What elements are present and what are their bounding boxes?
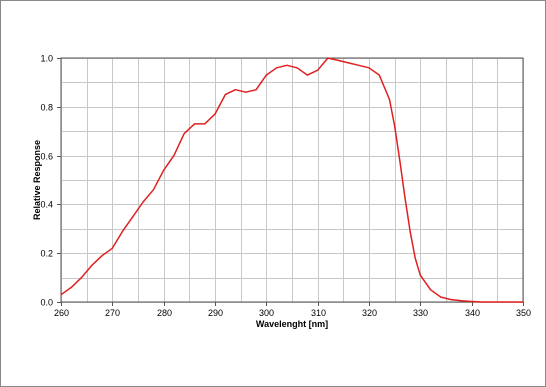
data-point bbox=[60, 294, 62, 296]
data-point bbox=[440, 296, 442, 298]
data-point bbox=[132, 216, 134, 218]
x-tick-label: 310 bbox=[311, 308, 326, 318]
x-axis-title: Wavelenght [nm] bbox=[256, 319, 328, 329]
data-point bbox=[327, 57, 329, 59]
y-axis-ticks: 0.0 0.2 0.4 0.6 0.8 1.0 bbox=[40, 54, 61, 308]
data-point bbox=[91, 264, 93, 266]
data-point bbox=[122, 230, 124, 232]
y-tick-label: 0.0 bbox=[40, 298, 53, 308]
data-point bbox=[286, 64, 288, 66]
data-point bbox=[430, 289, 432, 291]
data-point bbox=[142, 201, 144, 203]
series-group bbox=[60, 57, 524, 303]
data-point bbox=[163, 169, 165, 171]
data-point bbox=[394, 125, 396, 127]
data-point bbox=[414, 257, 416, 259]
data-point bbox=[481, 301, 483, 303]
data-point bbox=[450, 299, 452, 301]
data-point bbox=[491, 301, 493, 303]
data-point bbox=[204, 123, 206, 125]
data-point bbox=[388, 98, 391, 101]
data-point bbox=[399, 159, 401, 162]
data-point bbox=[512, 301, 514, 303]
data-point bbox=[276, 67, 278, 69]
data-point bbox=[358, 64, 360, 66]
x-tick-label: 350 bbox=[516, 308, 531, 318]
data-point bbox=[378, 74, 380, 76]
x-tick-label: 330 bbox=[413, 308, 428, 318]
data-point bbox=[193, 123, 196, 125]
data-point bbox=[173, 155, 175, 157]
plot-area-border bbox=[60, 57, 524, 303]
x-tick-label: 280 bbox=[157, 308, 172, 318]
x-tick-label: 300 bbox=[259, 308, 274, 318]
data-point bbox=[317, 69, 319, 71]
y-tick-label: 0.8 bbox=[40, 103, 53, 113]
data-point bbox=[460, 300, 462, 302]
data-point bbox=[471, 300, 473, 303]
data-point bbox=[409, 230, 411, 232]
data-point bbox=[404, 196, 406, 198]
data-point bbox=[183, 133, 185, 135]
data-point bbox=[214, 113, 216, 115]
y-axis-title: Relative Response bbox=[32, 140, 42, 220]
data-point bbox=[306, 74, 308, 76]
y-tick-label: 0.2 bbox=[40, 249, 53, 259]
data-point bbox=[70, 286, 72, 288]
data-point bbox=[245, 91, 247, 93]
data-point bbox=[111, 247, 113, 249]
x-tick-label: 340 bbox=[465, 308, 480, 318]
x-axis-ticks: 260 270 280 290 300 310 320 330 340 350 bbox=[54, 302, 531, 318]
data-point bbox=[101, 255, 103, 257]
x-tick-label: 270 bbox=[105, 308, 120, 318]
data-point bbox=[337, 59, 339, 62]
y-tick-label: 1.0 bbox=[40, 54, 53, 64]
data-point bbox=[224, 94, 226, 96]
data-point bbox=[265, 74, 267, 76]
data-point bbox=[80, 277, 83, 279]
y-tick-label: 0.4 bbox=[40, 200, 53, 210]
data-point bbox=[234, 89, 237, 91]
data-point bbox=[368, 67, 370, 69]
data-point bbox=[296, 67, 298, 69]
x-tick-label: 260 bbox=[54, 308, 69, 318]
data-point bbox=[347, 62, 350, 64]
data-point bbox=[255, 89, 257, 91]
data-point bbox=[419, 274, 421, 276]
x-tick-label: 290 bbox=[208, 308, 223, 318]
data-point bbox=[501, 301, 504, 303]
data-point bbox=[152, 189, 154, 191]
data-point bbox=[522, 301, 524, 303]
y-tick-label: 0.6 bbox=[40, 152, 53, 162]
x-tick-label: 320 bbox=[362, 308, 377, 318]
